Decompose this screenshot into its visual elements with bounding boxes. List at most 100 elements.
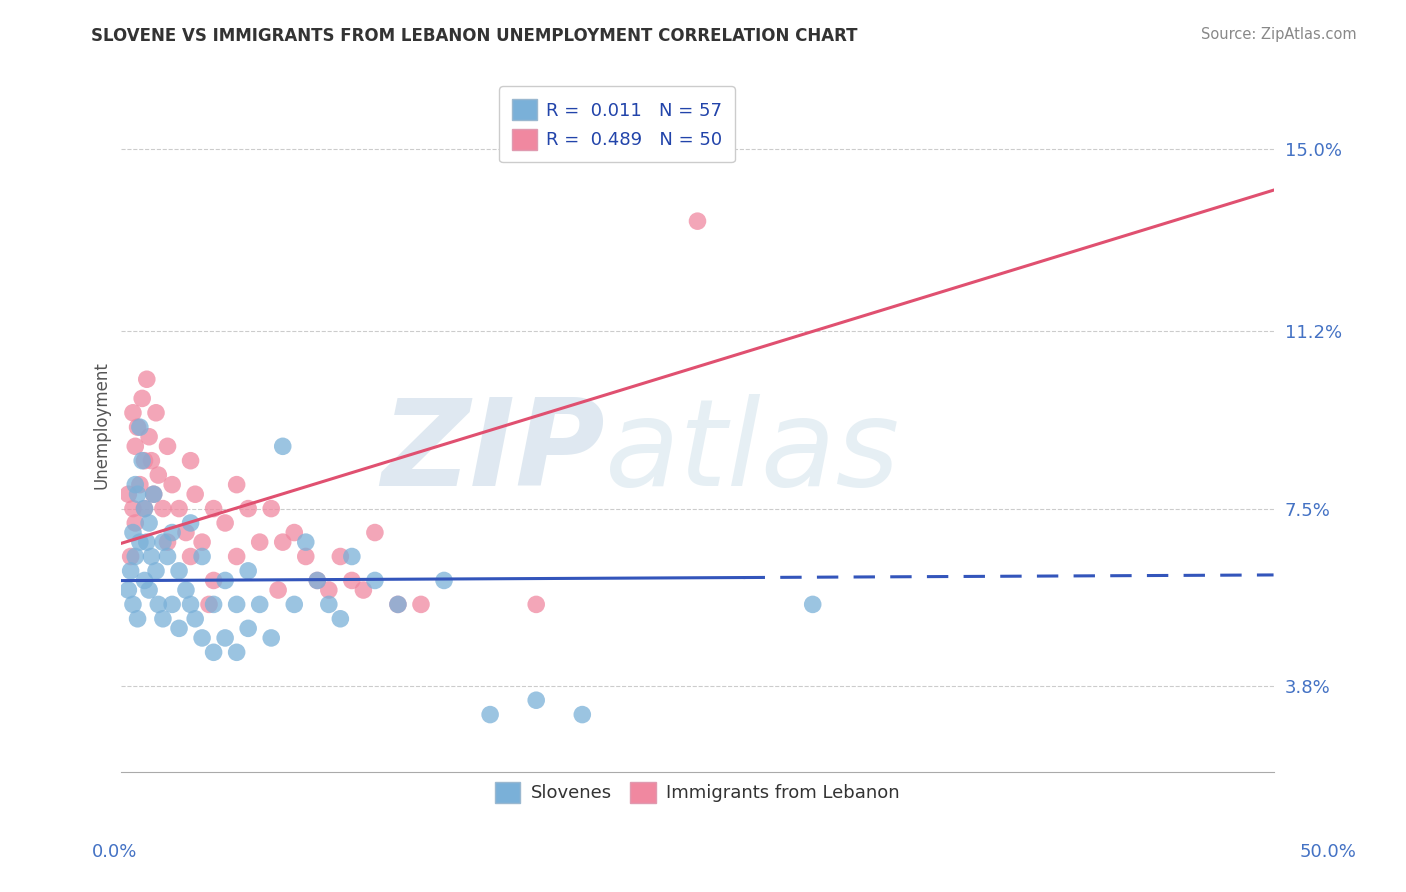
Point bbox=[167, 501, 190, 516]
Point bbox=[148, 468, 170, 483]
Point bbox=[409, 598, 432, 612]
Point bbox=[128, 420, 150, 434]
Point bbox=[238, 501, 260, 516]
Text: atlas: atlas bbox=[606, 394, 901, 511]
Point bbox=[184, 612, 207, 626]
Point bbox=[117, 582, 139, 597]
Point bbox=[145, 406, 167, 420]
Point bbox=[128, 477, 150, 491]
Point bbox=[134, 574, 156, 588]
Point bbox=[329, 549, 352, 564]
Point bbox=[202, 501, 225, 516]
Point bbox=[120, 549, 142, 564]
Text: SLOVENE VS IMMIGRANTS FROM LEBANON UNEMPLOYMENT CORRELATION CHART: SLOVENE VS IMMIGRANTS FROM LEBANON UNEMP… bbox=[91, 27, 858, 45]
Point bbox=[318, 582, 340, 597]
Point bbox=[127, 487, 149, 501]
Point bbox=[352, 582, 374, 597]
Text: Source: ZipAtlas.com: Source: ZipAtlas.com bbox=[1201, 27, 1357, 42]
Point bbox=[340, 574, 363, 588]
Point bbox=[294, 535, 316, 549]
Point bbox=[387, 598, 409, 612]
Point bbox=[225, 598, 247, 612]
Point bbox=[387, 598, 409, 612]
Point bbox=[479, 707, 502, 722]
Point bbox=[364, 525, 387, 540]
Point bbox=[238, 621, 260, 635]
Point bbox=[122, 406, 145, 420]
Point bbox=[180, 516, 202, 530]
Point bbox=[307, 574, 329, 588]
Point bbox=[167, 621, 190, 635]
Point bbox=[191, 631, 214, 645]
Point bbox=[138, 582, 160, 597]
Point bbox=[249, 598, 271, 612]
Point bbox=[160, 525, 183, 540]
Point bbox=[124, 549, 146, 564]
Point bbox=[167, 564, 190, 578]
Point bbox=[174, 582, 197, 597]
Point bbox=[156, 549, 179, 564]
Point bbox=[180, 549, 202, 564]
Y-axis label: Unemployment: Unemployment bbox=[93, 361, 110, 489]
Point bbox=[271, 439, 294, 453]
Point bbox=[202, 598, 225, 612]
Point bbox=[214, 574, 236, 588]
Point bbox=[524, 693, 547, 707]
Point bbox=[124, 477, 146, 491]
Point bbox=[134, 453, 156, 467]
Point bbox=[135, 535, 157, 549]
Point bbox=[156, 439, 179, 453]
Point bbox=[191, 549, 214, 564]
Point bbox=[318, 598, 340, 612]
Legend: Slovenes, Immigrants from Lebanon: Slovenes, Immigrants from Lebanon bbox=[482, 769, 912, 815]
Point bbox=[142, 487, 165, 501]
Point bbox=[307, 574, 329, 588]
Point bbox=[141, 453, 163, 467]
Point bbox=[131, 453, 153, 467]
Point bbox=[260, 501, 283, 516]
Point bbox=[152, 612, 174, 626]
Point bbox=[156, 535, 179, 549]
Point bbox=[138, 430, 160, 444]
Point bbox=[138, 516, 160, 530]
Point bbox=[249, 535, 271, 549]
Point bbox=[145, 564, 167, 578]
Point bbox=[134, 501, 156, 516]
Point bbox=[238, 564, 260, 578]
Point bbox=[294, 549, 316, 564]
Text: ZIP: ZIP bbox=[381, 394, 606, 511]
Point bbox=[117, 487, 139, 501]
Point bbox=[524, 598, 547, 612]
Text: 50.0%: 50.0% bbox=[1301, 843, 1357, 861]
Point bbox=[267, 582, 290, 597]
Text: 0.0%: 0.0% bbox=[91, 843, 136, 861]
Point bbox=[124, 516, 146, 530]
Point bbox=[364, 574, 387, 588]
Point bbox=[124, 439, 146, 453]
Point bbox=[152, 535, 174, 549]
Point bbox=[160, 477, 183, 491]
Point bbox=[184, 487, 207, 501]
Point bbox=[120, 564, 142, 578]
Point bbox=[191, 535, 214, 549]
Point bbox=[340, 549, 363, 564]
Point bbox=[260, 631, 283, 645]
Point bbox=[180, 453, 202, 467]
Point bbox=[433, 574, 456, 588]
Point bbox=[148, 598, 170, 612]
Point bbox=[122, 598, 145, 612]
Point bbox=[131, 392, 153, 406]
Point bbox=[134, 501, 156, 516]
Point bbox=[283, 598, 305, 612]
Point bbox=[214, 516, 236, 530]
Point bbox=[202, 645, 225, 659]
Point bbox=[174, 525, 197, 540]
Point bbox=[225, 549, 247, 564]
Point bbox=[122, 501, 145, 516]
Point bbox=[202, 574, 225, 588]
Point bbox=[214, 631, 236, 645]
Point bbox=[142, 487, 165, 501]
Point bbox=[198, 598, 221, 612]
Point bbox=[180, 598, 202, 612]
Point bbox=[152, 501, 174, 516]
